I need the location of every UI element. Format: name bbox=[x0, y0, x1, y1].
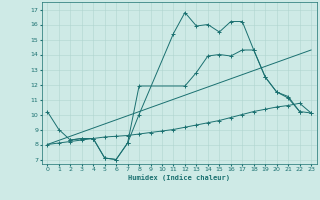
X-axis label: Humidex (Indice chaleur): Humidex (Indice chaleur) bbox=[128, 174, 230, 181]
